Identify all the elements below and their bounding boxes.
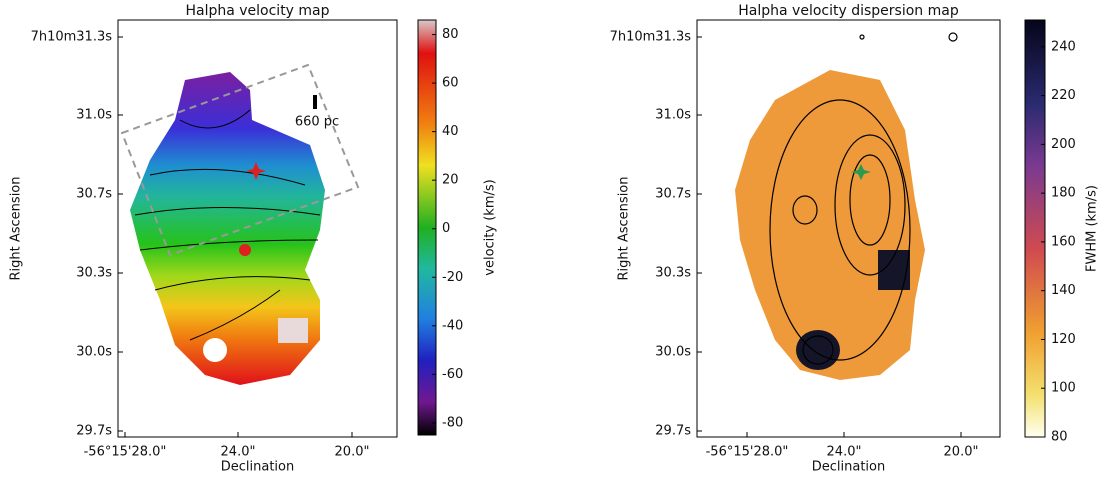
star-marker: [246, 162, 266, 180]
x-tick-label: 24.0": [827, 445, 862, 460]
colorbar-tick-label: 40: [442, 124, 459, 139]
y-tick-label: 31.0s: [76, 108, 112, 123]
contours: [769, 32, 958, 365]
colorbar-tick-label: 220: [1051, 88, 1076, 103]
y-tick-label: 31.0s: [655, 108, 691, 123]
y-tick-label: 7h10m31.3s: [31, 30, 113, 45]
colorbar-tick-label: -40: [442, 318, 463, 333]
colorbar-tick-label: 240: [1051, 39, 1076, 54]
colorbar-tick-label: 60: [442, 76, 459, 91]
y-tick-label: 29.7s: [76, 424, 112, 439]
y-tick-label: 30.7s: [655, 187, 691, 202]
panel-title: Halpha velocity dispersion map: [738, 3, 959, 19]
colorbar-tick-label: -60: [442, 367, 463, 382]
dot-marker: [239, 244, 251, 256]
slit-box: [120, 63, 360, 257]
colorbar-tick-label: 20: [442, 173, 459, 188]
scale-label: 660 pc: [295, 115, 339, 130]
colorbar-label: velocity (km/s): [483, 179, 498, 275]
x-tick-label: -56°15'28.0": [84, 445, 167, 460]
star-marker: [851, 164, 871, 180]
y-tick-label: 30.3s: [655, 266, 691, 281]
colorbar-tick-label: 160: [1051, 234, 1076, 249]
colorbar-tick-label: 80: [1051, 430, 1068, 445]
y-tick-label: 30.7s: [76, 187, 112, 202]
x-tick-label: 20.0": [335, 445, 370, 460]
x-tick-label: 20.0": [944, 445, 979, 460]
y-tick-label: 30.0s: [655, 345, 691, 360]
panel-title: Halpha velocity map: [185, 3, 329, 19]
y-axis-label: Right Ascension: [9, 177, 24, 281]
y-tick-label: 30.0s: [76, 345, 112, 360]
colorbar: [1024, 19, 1046, 438]
x-tick-label: -56°15'28.0": [706, 445, 789, 460]
y-tick-label: 30.3s: [76, 266, 112, 281]
colorbar-label: FWHM (km/s): [1085, 185, 1100, 272]
colorbar-tick-label: 200: [1051, 137, 1076, 152]
map-patch: [278, 318, 308, 343]
y-axis-label: Right Ascension: [617, 177, 632, 281]
dispersion-map: [735, 70, 925, 380]
colorbar: [417, 19, 437, 436]
colorbar-tick-label: 0: [442, 221, 450, 236]
x-axis-label: Declination: [812, 460, 886, 475]
x-tick-label: 24.0": [221, 445, 256, 460]
x-axis-label: Declination: [221, 460, 295, 475]
colorbar-tick-label: 100: [1051, 381, 1076, 396]
map-hole: [203, 338, 227, 362]
velocity-map: [130, 72, 325, 385]
colorbar-tick-label: 120: [1051, 332, 1076, 347]
colorbar-tick-label: 140: [1051, 283, 1076, 298]
colorbar-tick-label: 180: [1051, 186, 1076, 201]
colorbar-tick-label: -20: [442, 270, 463, 285]
y-tick-label: 29.7s: [655, 424, 691, 439]
scale-bar: [313, 95, 317, 109]
y-tick-label: 7h10m31.3s: [610, 30, 692, 45]
contours: [134, 109, 321, 341]
colorbar-tick-label: 80: [442, 27, 459, 42]
colorbar-tick-label: -80: [442, 415, 463, 430]
